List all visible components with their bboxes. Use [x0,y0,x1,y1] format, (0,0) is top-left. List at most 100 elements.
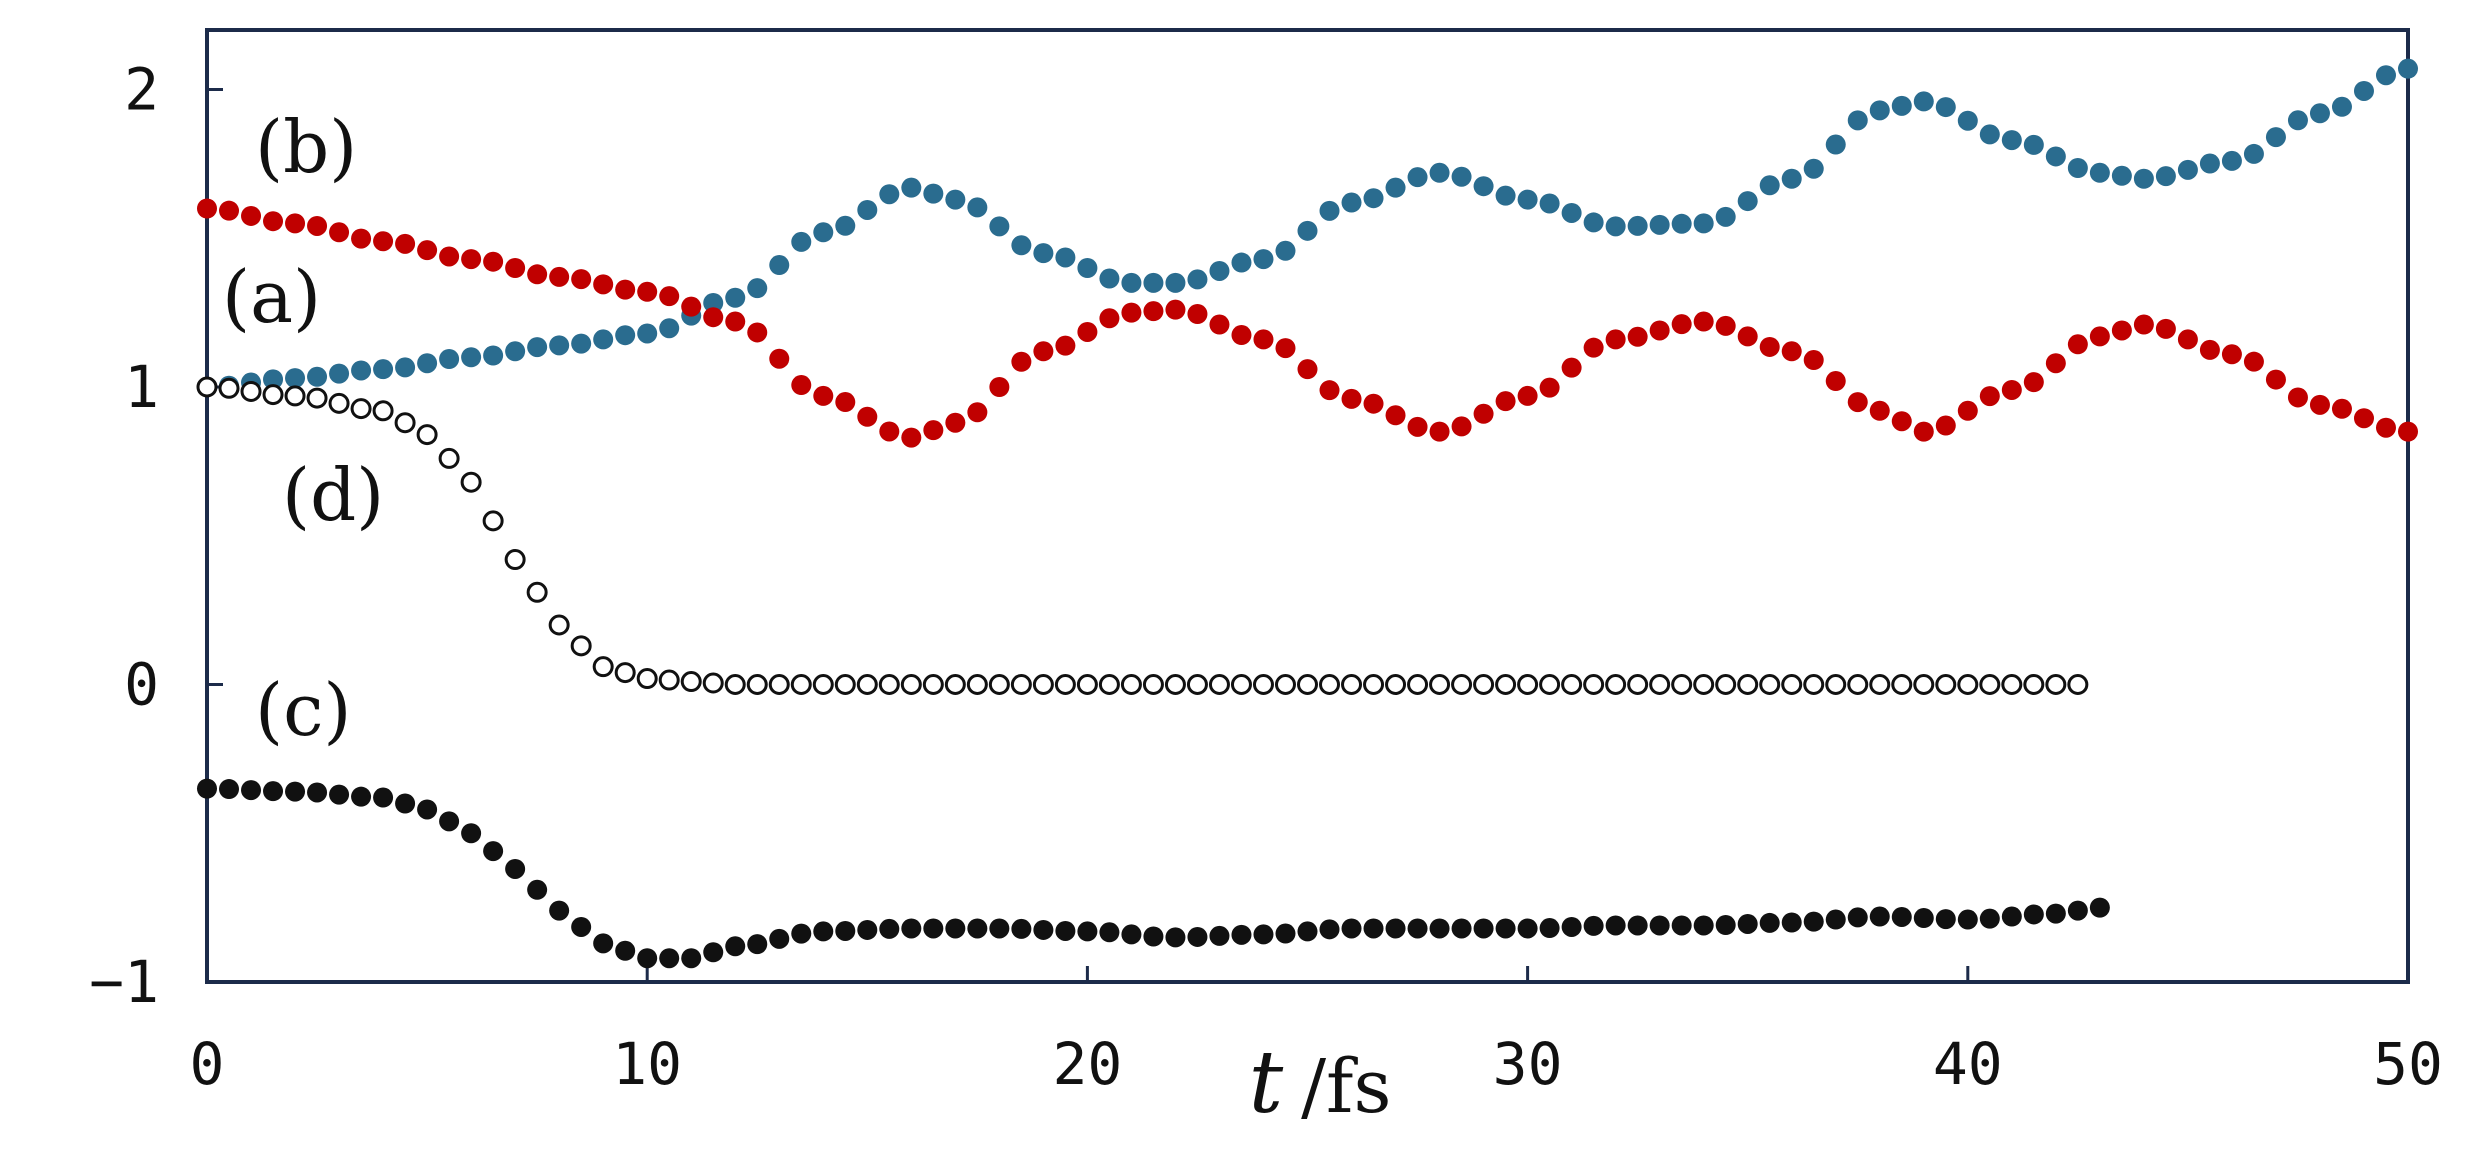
data-point [1561,202,1582,223]
data-point [2045,903,2066,924]
data-point [350,398,372,420]
data-point [1583,212,1604,233]
data-point [284,385,306,407]
data-point [1495,185,1516,206]
data-point [417,799,438,820]
data-point [1583,337,1604,358]
data-point [1253,924,1274,945]
data-point [219,200,240,221]
data-point [1737,913,1758,934]
data-point [1473,176,1494,197]
data-point [241,205,262,226]
data-point [1539,918,1560,939]
data-point [1363,393,1384,414]
data-point [1539,193,1560,214]
data-point [835,392,856,413]
data-point [2001,906,2022,927]
data-point [2155,166,2176,187]
series-d [196,376,2089,695]
data-point [1891,95,1912,116]
data-point [768,674,790,695]
data-point [2375,65,2396,86]
data-point [1891,411,1912,432]
data-point [1759,674,1781,695]
data-point [285,781,306,802]
data-point [1319,919,1340,940]
data-point [1252,674,1274,695]
data-point [1605,216,1626,237]
data-point [1209,925,1230,946]
data-point [1869,400,1890,421]
data-point [2265,127,2286,148]
data-point [1165,927,1186,948]
data-point [329,784,350,805]
data-point [1869,906,1890,927]
data-point [1164,674,1186,695]
data-point [1649,915,1670,936]
data-point [1055,247,1076,268]
data-point [681,296,702,317]
data-point [1143,272,1164,293]
data-point [307,366,328,387]
data-point [439,348,460,369]
data-point [2023,134,2044,155]
data-point [2353,80,2374,101]
data-point [944,674,966,695]
data-point [812,674,834,695]
data-point [395,793,416,814]
data-point [1187,926,1208,947]
data-point [1825,674,1847,695]
data-point [681,948,702,969]
data-point [328,392,350,414]
data-point [1451,918,1472,939]
data-point [1759,912,1780,933]
data-point [1077,321,1098,342]
data-point [1649,214,1670,235]
data-point [548,614,570,636]
data-point [2023,674,2045,695]
data-point [2287,387,2308,408]
data-point [967,402,988,423]
data-point [1253,249,1274,270]
x-axis-title-symbol: t [1249,1033,1284,1133]
data-point [1121,924,1142,945]
data-point [439,246,460,267]
data-point [1869,674,1891,695]
data-point [1033,919,1054,940]
data-point [438,447,460,469]
data-point [483,841,504,862]
data-point [1605,674,1627,695]
data-point [835,920,856,941]
data-point [1341,388,1362,409]
data-point [856,674,878,695]
data-point [1010,674,1032,695]
data-point [658,669,680,691]
data-point [527,337,548,358]
data-point [1825,909,1846,930]
data-point [747,934,768,955]
data-point [725,311,746,332]
data-point [461,823,482,844]
data-point [1429,162,1450,183]
data-point [351,228,372,249]
data-point [2375,417,2396,438]
data-point [1253,329,1274,350]
data-point [769,255,790,276]
data-point [637,948,658,969]
data-point [2287,110,2308,131]
data-point [218,377,240,399]
data-point [1275,923,1296,944]
data-point [373,231,394,252]
data-point [549,335,570,356]
data-point [2331,96,2352,117]
series-label-d: (d) [282,453,384,537]
data-point [1143,301,1164,322]
data-point [1847,674,1869,695]
data-point [1803,674,1825,695]
data-point [636,668,658,690]
data-point [2331,398,2352,419]
series-a [197,58,2418,397]
data-point [1781,674,1803,695]
data-point [2067,334,2088,355]
data-point [1517,385,1538,406]
